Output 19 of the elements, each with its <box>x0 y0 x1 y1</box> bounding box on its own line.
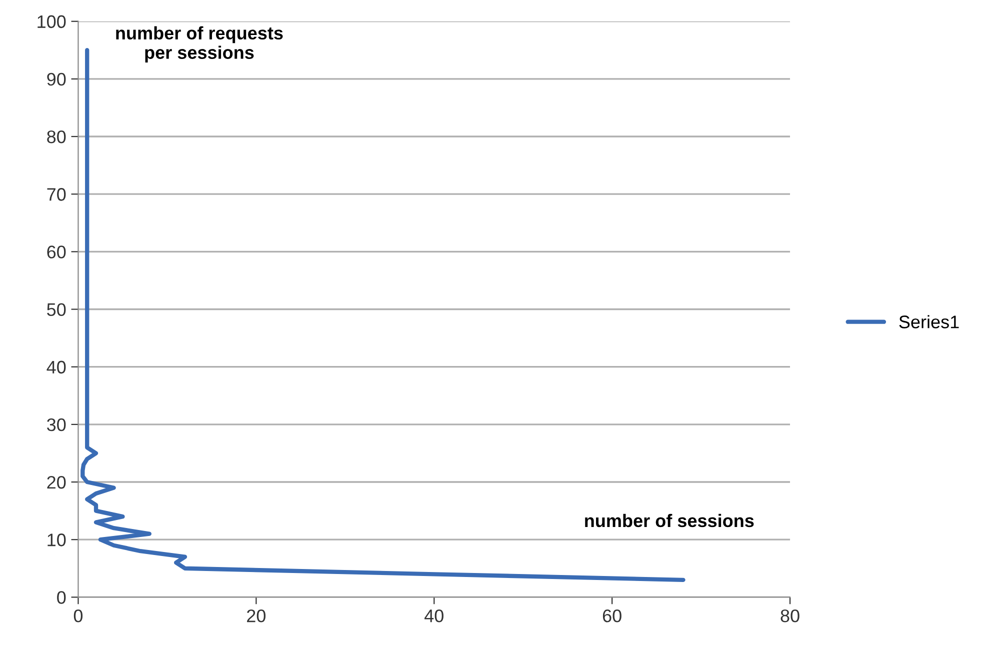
x-tick-label: 0 <box>74 609 83 622</box>
y-tick-label: 40 <box>46 360 66 374</box>
x-tick-label: 80 <box>780 609 800 622</box>
x-tick-label: 60 <box>602 609 622 622</box>
y-tick-label: 30 <box>47 418 66 432</box>
legend-label: Series1 <box>899 315 959 328</box>
y-tick-label: 90 <box>47 72 66 86</box>
y-tick-label: 10 <box>48 534 66 546</box>
y-tick-label: 50 <box>47 303 66 316</box>
y-tick-label: 70 <box>47 188 66 201</box>
y-tick-label: 0 <box>57 591 66 604</box>
x-tick-label: 20 <box>247 609 266 622</box>
y-axis-title: number of requests per sessions <box>116 26 283 63</box>
y-tick-label: 60 <box>47 246 66 258</box>
x-tick-label: 40 <box>424 609 444 622</box>
x-axis-title: number of sessions <box>585 514 754 528</box>
y-tick-label: 80 <box>47 130 66 144</box>
y-tick-label: 100 <box>38 15 66 28</box>
y-tick-label: 20 <box>47 476 66 489</box>
